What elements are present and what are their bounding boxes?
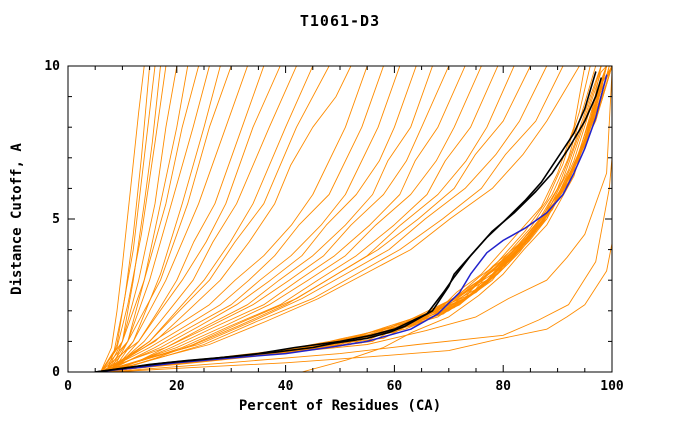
- x-tick-label: 60: [387, 379, 403, 394]
- y-tick-label: 0: [52, 365, 60, 380]
- y-tick-label: 10: [44, 59, 60, 74]
- x-tick-label: 20: [169, 379, 185, 394]
- highlight-curve-blue: [94, 74, 608, 372]
- highlight-curves-black: [94, 71, 602, 372]
- x-tick-label: 0: [64, 379, 72, 394]
- x-tick-label: 80: [495, 379, 511, 394]
- x-tick-label: 40: [278, 379, 294, 394]
- y-tick-label: 5: [52, 212, 60, 227]
- x-axis-label: Percent of Residues (CA): [238, 398, 442, 414]
- axis-ticks: [67, 65, 613, 373]
- chart-title: T1061-D3: [299, 12, 381, 30]
- x-tick-label: 100: [600, 379, 624, 394]
- model-curves-orange: [94, 66, 612, 372]
